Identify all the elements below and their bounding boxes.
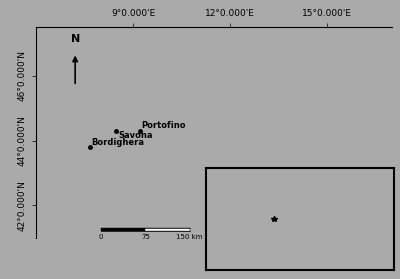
Text: N: N xyxy=(70,34,80,44)
Text: Bordighera: Bordighera xyxy=(91,138,144,147)
Text: 75: 75 xyxy=(141,234,150,240)
Text: 0: 0 xyxy=(98,234,103,240)
Bar xyxy=(145,228,190,230)
Bar xyxy=(101,228,145,230)
Text: 150 km: 150 km xyxy=(176,234,203,240)
Text: Savona: Savona xyxy=(118,131,152,140)
Text: Portofino: Portofino xyxy=(142,121,186,130)
